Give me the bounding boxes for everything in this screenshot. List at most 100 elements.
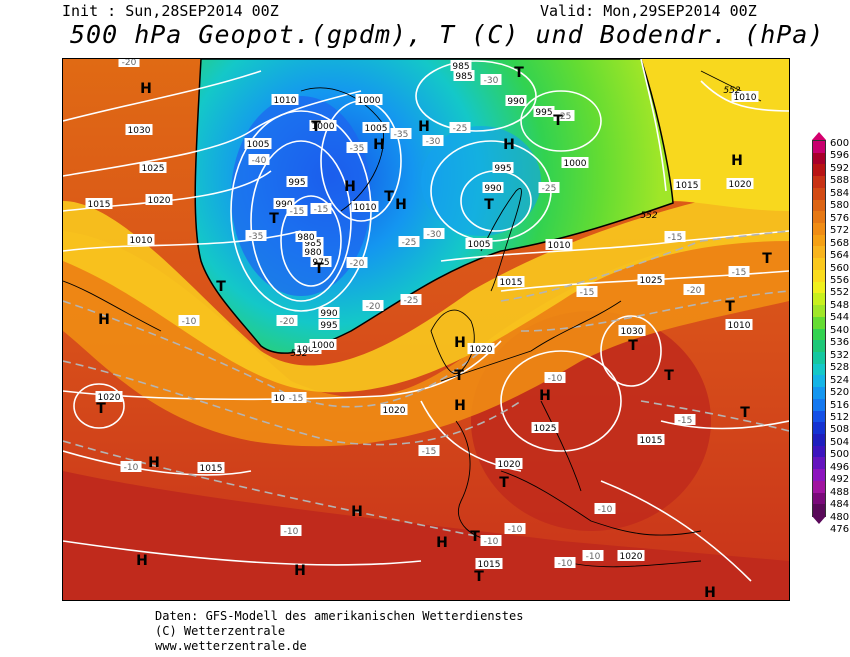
temperature-label: -10 xyxy=(548,374,563,384)
pressure-label-bg xyxy=(482,182,504,193)
low-pressure-marker: T xyxy=(314,261,324,277)
temperature-label-bg xyxy=(118,59,140,67)
temperature-label-bg xyxy=(423,228,445,239)
pressure-label-bg xyxy=(127,234,155,245)
high-pressure-marker: H xyxy=(373,137,385,153)
legend-swatch xyxy=(813,433,825,446)
legend-swatch xyxy=(813,375,825,388)
low-pressure-marker: T xyxy=(216,279,226,295)
temperature-label: -15 xyxy=(580,288,595,298)
temperature-label-bg xyxy=(674,414,696,425)
pressure-label-bg xyxy=(309,120,337,131)
low-pressure-marker: T xyxy=(384,189,394,205)
legend-labels: 600 596 592 588 584 580 576 572 568 564 560 556 552 5… xyxy=(830,138,849,537)
low-pressure-marker: T xyxy=(664,368,674,384)
temperature-label: -25 xyxy=(542,184,557,194)
pressure-label: 1020 xyxy=(498,460,521,470)
pressure-label-bg xyxy=(731,91,759,102)
pressure-label-bg xyxy=(492,162,514,173)
high-pressure-marker: H xyxy=(395,197,407,213)
temperature-label-bg xyxy=(362,300,384,311)
temperature-label-bg xyxy=(390,128,412,139)
pressure-label: 1020 xyxy=(148,196,171,206)
temperature-label-bg xyxy=(120,461,142,472)
pressure-label: 995 xyxy=(494,164,511,174)
legend-label: 592 xyxy=(830,162,850,174)
pressure-label-bg xyxy=(351,201,379,212)
legend-label: 520 xyxy=(830,387,850,399)
pressure-label: 1010 xyxy=(274,96,297,106)
legend-label: 524 xyxy=(830,374,850,386)
legend-label: 540 xyxy=(830,324,850,336)
temperature-label: -20 xyxy=(122,59,137,68)
pressure-label: 1005 xyxy=(365,124,388,134)
temperature-label-bg xyxy=(310,203,332,214)
legend-swatch xyxy=(813,258,825,270)
pressure-label: 1010 xyxy=(728,321,751,331)
legend-label: 552 xyxy=(830,287,850,299)
warm-airmass-south xyxy=(63,471,789,600)
footer-url[interactable]: www.wetterzentrale.de xyxy=(155,639,307,653)
legend-swatch xyxy=(813,410,825,423)
pressure-label: 1030 xyxy=(128,126,151,136)
legend-label: 508 xyxy=(830,424,850,436)
temperature-label: -15 xyxy=(732,268,747,278)
pressure-label-bg xyxy=(318,319,340,330)
legend-label: 536 xyxy=(830,337,850,349)
legend-label: 488 xyxy=(830,486,850,498)
high-pressure-marker: H xyxy=(539,388,551,404)
pressure-label: 1005 xyxy=(247,140,270,150)
legend-swatch xyxy=(813,281,825,294)
pressure-label: 975 xyxy=(312,258,329,268)
legend-swatch xyxy=(813,398,825,411)
temperature-label-bg xyxy=(576,286,598,297)
legend-label: 576 xyxy=(830,212,850,224)
height-contour-label: 552 xyxy=(723,86,740,96)
high-pressure-marker: H xyxy=(731,153,743,169)
pressure-label-bg xyxy=(95,391,123,402)
temperature-label-bg xyxy=(248,154,270,165)
pressure-label: 1025 xyxy=(142,164,165,174)
pressure-label-bg xyxy=(475,558,503,569)
legend-label: 564 xyxy=(830,250,850,262)
footer: Daten: GFS-Modell des amerikanischen Wet… xyxy=(155,609,523,654)
temperature-label: -35 xyxy=(394,130,409,140)
pressure-label: 1000 xyxy=(312,122,335,132)
low-pressure-marker: T xyxy=(514,65,524,81)
temperature-label-bg xyxy=(554,557,576,568)
pressure-label-bg xyxy=(302,246,324,257)
legend-swatch xyxy=(813,246,825,259)
legend-label: 584 xyxy=(830,187,850,199)
legend-swatch xyxy=(813,469,825,481)
temperature-label: -25 xyxy=(557,112,572,122)
pressure-label-bg xyxy=(637,274,665,285)
pressure-label-bg xyxy=(309,339,337,350)
temperature-label: -10 xyxy=(484,537,499,547)
pressure-label-bg xyxy=(618,325,646,336)
low-pressure-marker: T xyxy=(484,197,494,213)
legend-swatch xyxy=(813,164,825,177)
pressure-label-bg xyxy=(295,231,317,242)
temperature-label: -10 xyxy=(284,527,299,537)
height-contour-label: 552 xyxy=(290,349,307,359)
pressure-label: 1030 xyxy=(621,327,644,337)
legend-label: 528 xyxy=(830,362,850,374)
temperature-label: -10 xyxy=(598,505,613,515)
temperature-label-bg xyxy=(398,236,420,247)
yellow-band xyxy=(63,191,789,393)
legend-swatch xyxy=(813,492,825,505)
pressure-label-bg xyxy=(531,422,559,433)
pressure-label: 990 xyxy=(507,97,524,107)
legend-label: 548 xyxy=(830,299,850,311)
low-pressure-marker: T xyxy=(96,401,106,417)
legend-label: 572 xyxy=(830,225,850,237)
temperature-label-bg xyxy=(664,231,686,242)
legend-swatch xyxy=(813,422,825,434)
legend-label: 596 xyxy=(830,150,850,162)
temperature-label-bg xyxy=(285,392,307,403)
weather-map[interactable]: 1030 1025 1020 1015 1010 1010 1005 1005 1000 995 9… xyxy=(62,58,790,601)
temperature-label-bg xyxy=(582,550,604,561)
pressure-label-bg xyxy=(294,343,322,354)
legend-swatch xyxy=(813,211,825,224)
pressure-label: 1000 xyxy=(358,96,381,106)
